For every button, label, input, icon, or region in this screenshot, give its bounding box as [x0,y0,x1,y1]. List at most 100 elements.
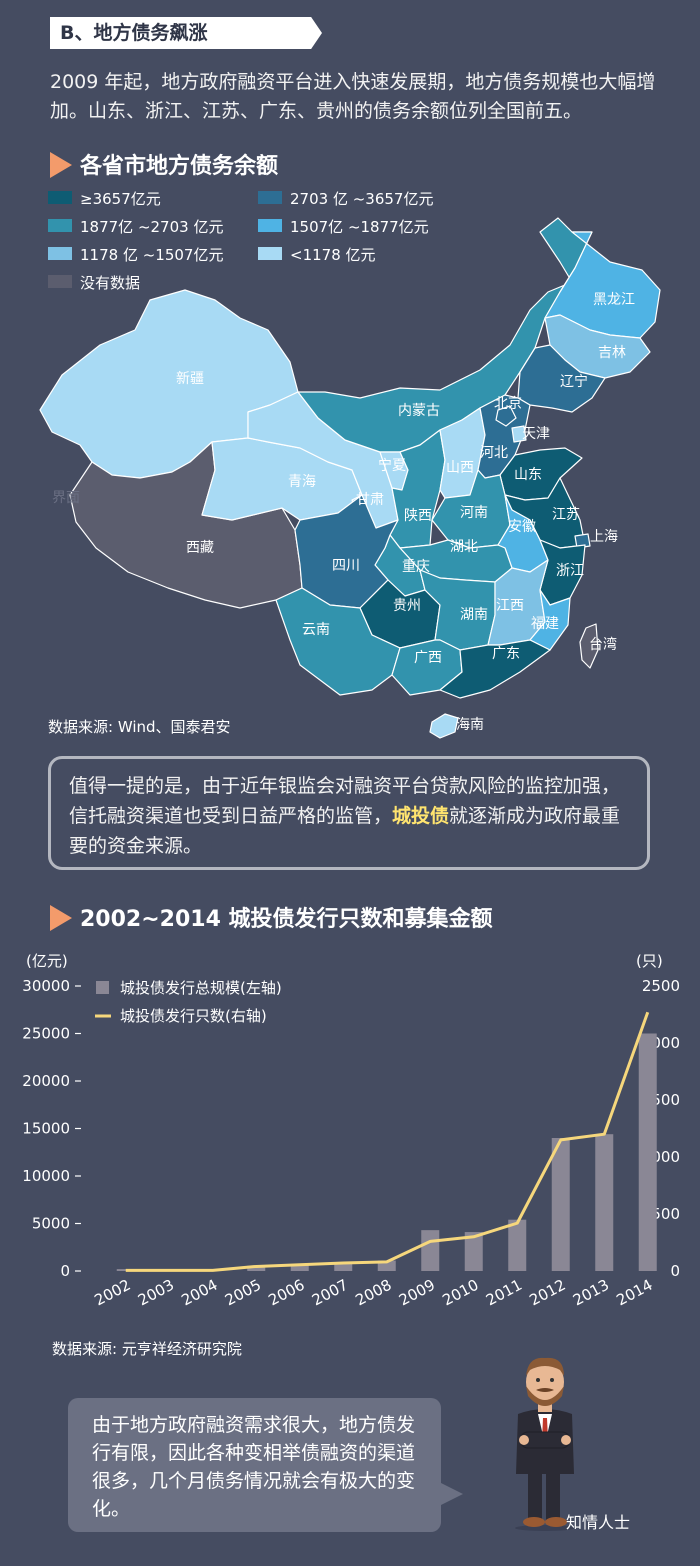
y-left-tick-label: 15000 [22,1120,70,1138]
province-label: 北京 [494,396,522,412]
legend-label: 没有数据 [80,274,141,292]
y-left-unit: (亿元) [26,952,68,970]
map-heading-text: 各省市地方债务余额 [80,154,279,179]
x-tick-label: 2005 [222,1276,264,1310]
line-series [125,1011,650,1272]
bar-2006 [290,1264,309,1271]
map-heading: 各省市地方债务余额 [50,148,278,180]
x-tick-label: 2007 [309,1276,351,1310]
bar-2011 [508,1219,527,1271]
legend-item: <1178 亿元 [258,246,376,264]
callout-text-2: 就逐渐成为政府最重要的资金来源。 [69,805,621,857]
legend-label: 1507亿 ~1877亿元 [290,218,429,236]
province-label: 甘肃 [356,492,384,508]
province-label: 江苏 [552,507,580,523]
province-label: 福建 [531,616,559,632]
legend-swatch [48,219,72,232]
x-tick-label: 2002 [91,1276,133,1310]
legend-label: ≥3657亿元 [80,190,161,208]
callout-text-1: 值得一提的是，由于近年银监会对融资平台贷款风险的监控加强，信托融资渠道也受到日益… [69,775,621,827]
province-label: 河南 [460,505,488,521]
province-label: 黑龙江 [593,292,635,308]
province-tianjin [511,425,527,443]
province-label: 重庆 [402,559,430,575]
province-label: 宁夏 [378,457,406,474]
chart-heading-text: 2002~2014 城投债发行只数和募集金额 [80,907,493,932]
province-hainan [429,713,459,739]
legend-swatch [48,275,72,288]
y-left-tick-label: 25000 [22,1025,70,1043]
province-label: 辽宁 [560,373,588,390]
legend-swatch [48,247,72,260]
bar-2013 [595,1134,614,1271]
legend-swatch [258,219,282,232]
province-label: 河北 [480,445,508,461]
businessman-icon [515,1357,575,1531]
bar-2012 [551,1138,570,1271]
province-label: 江西 [496,598,524,614]
chart-legend: 城投债发行总规模(左轴) 城投债发行只数(右轴) [95,979,282,1025]
x-tick-label: 2011 [483,1276,525,1310]
province-shanghai [574,533,591,549]
legend-bar-label: 城投债发行总规模(左轴) [120,979,282,997]
speech-bubble: 由于地方政府融资需求很大，地方债发行有限，因此各种变相举债融资的渠道很多，几个月… [68,1398,463,1532]
legend-label: 1877亿 ~2703 亿元 [80,218,224,236]
x-tick-label: 2004 [178,1276,220,1310]
province-label: 浙江 [556,563,584,579]
x-tick-label: 2003 [135,1276,177,1310]
callout-highlight: 城投债 [392,805,450,827]
bar-2007 [334,1262,353,1271]
y-right-unit: (只) [636,952,663,970]
province-beijing [495,405,517,427]
x-tick-label: 2012 [526,1276,568,1310]
x-tick-label: 2008 [352,1276,394,1310]
province-label: 上海 [590,529,618,545]
bar-2005 [247,1265,266,1271]
legend-bar-swatch [96,981,109,994]
x-tick-label: 2009 [396,1276,438,1310]
y-left-tick-label: 10000 [22,1167,70,1185]
triangle-marker-icon [50,905,72,931]
legend-item: 1507亿 ~1877亿元 [258,218,429,236]
bar-2009 [421,1230,440,1271]
legend-swatch [258,247,282,260]
province-taiwan [579,623,599,669]
province-label: 广东 [492,646,520,662]
province-sichuan [294,494,399,609]
province-label: 新疆 [176,371,204,387]
bar-2008 [377,1260,396,1271]
province-label: 四川 [332,558,360,574]
person-label: 知情人士 [566,1513,631,1532]
y-right-tick-label: 2500 [642,977,680,995]
legend-item: 1877亿 ~2703 亿元 [48,218,223,236]
province-guangdong [439,639,551,699]
section-tag: B、地方债务飙涨 [50,17,322,49]
legend-item: ≥3657亿元 [48,190,161,208]
province-label: 湖北 [450,539,478,555]
y-left-tick-label: 5000 [32,1215,70,1233]
map-source: 数据来源: Wind、国泰君安 [48,718,231,736]
province-label: 陕西 [404,508,432,524]
province-label: 云南 [302,622,330,638]
y-right-tick-label: 0 [670,1262,680,1280]
province-label: 天津 [522,426,550,442]
province-label: 贵州 [393,598,421,614]
province-label: 内蒙古 [398,403,440,419]
y-left-tick-label: 0 [60,1262,70,1280]
x-tick-label: 2013 [570,1276,612,1310]
legend-line-label: 城投债发行只数(右轴) [120,1007,267,1025]
x-tick-label: 2014 [613,1276,655,1310]
province-label: 海南 [456,717,484,733]
legend-label: 2703 亿 ~3657亿元 [290,190,434,208]
legend-item: 没有数据 [48,274,140,292]
province-label: 湖南 [460,607,488,623]
legend-item: 1178 亿 ~1507亿元 [48,246,223,264]
legend-label: <1178 亿元 [290,246,376,264]
province-label: 吉林 [598,345,626,361]
triangle-marker-icon [50,152,72,178]
callout-box: 值得一提的是，由于近年银监会对融资平台贷款风险的监控加强，信托融资渠道也受到日益… [48,756,650,870]
x-tick-label: 2006 [265,1276,307,1310]
